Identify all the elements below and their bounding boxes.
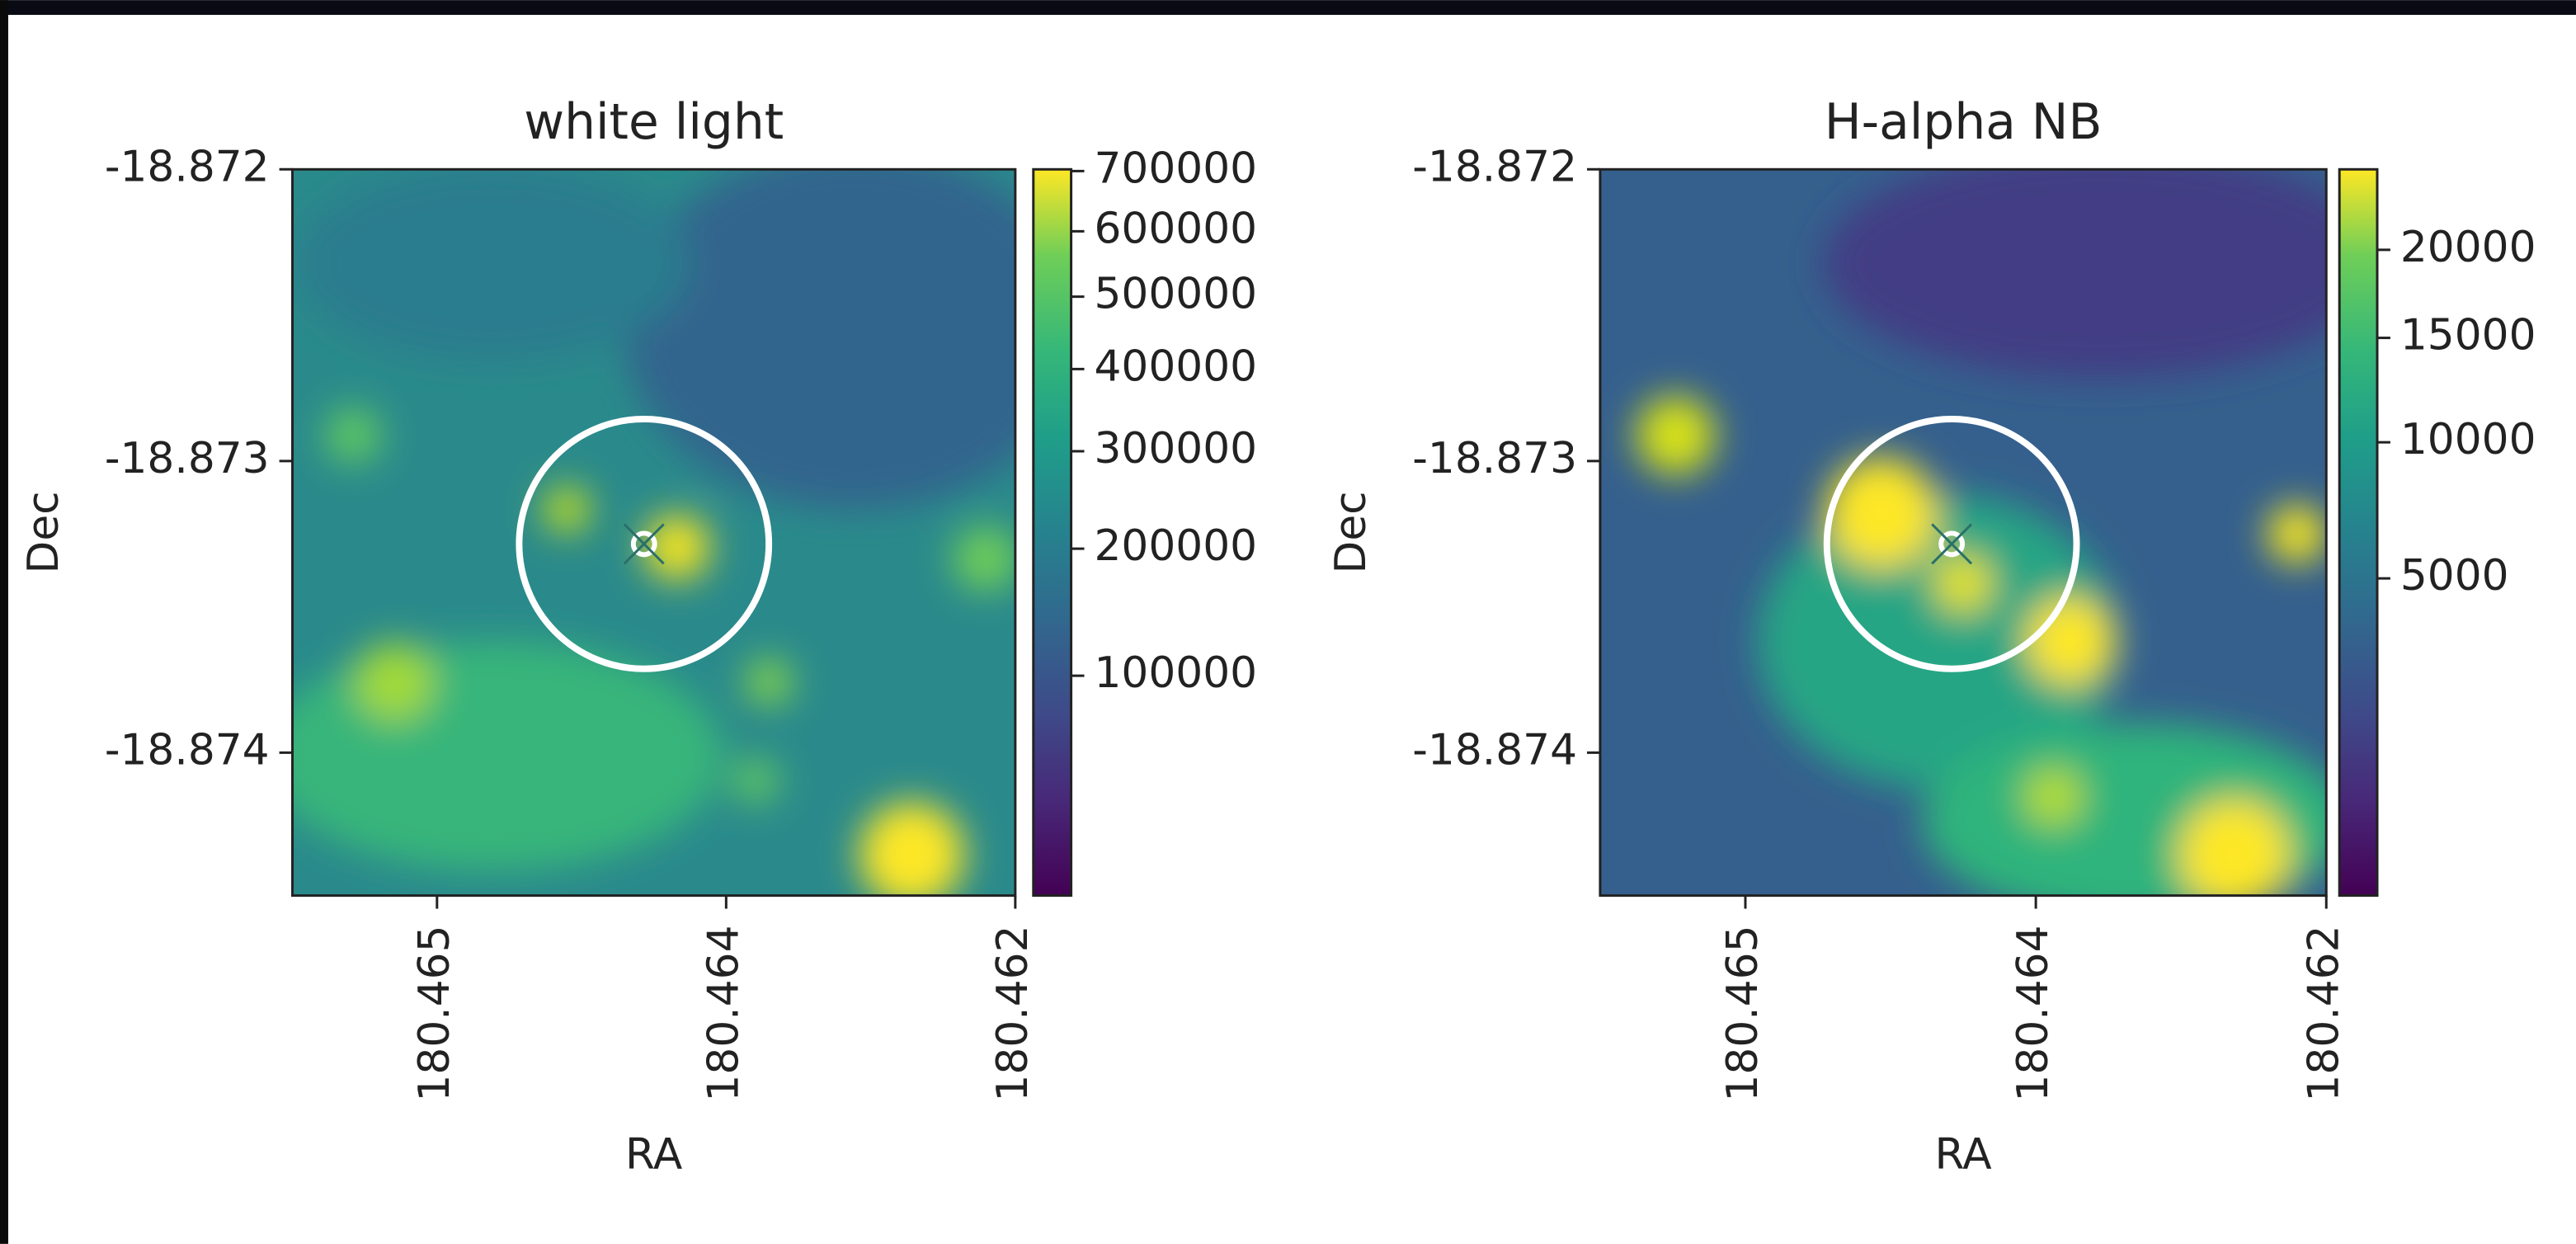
colorbar-tick-label: 10000 [2400, 415, 2536, 464]
colorbar [2338, 167, 2379, 898]
y-tick-label: -18.872 [1412, 142, 1577, 191]
y-label: Dec [19, 491, 68, 573]
title: white light [524, 94, 784, 151]
colorbar-tick-label: 300000 [1094, 424, 1257, 474]
y-tick-label: -18.872 [105, 142, 270, 191]
colorbar-tick-label: 600000 [1094, 204, 1257, 253]
y-tick-label: -18.874 [1412, 725, 1577, 775]
axes-frame [1599, 167, 2328, 898]
x-tick-label: 180.465 [410, 925, 459, 1101]
y-label: Dec [1326, 491, 1376, 573]
axes-frame [291, 167, 1017, 898]
image-white-light [292, 169, 1015, 896]
colorbar-tick-label: 200000 [1094, 521, 1257, 571]
y-tick-label: -18.874 [105, 725, 270, 775]
image-h-alpha [1599, 169, 2327, 896]
x-tick-label: 180.464 [699, 925, 748, 1101]
colorbar-tick-label: 15000 [2400, 311, 2536, 360]
x-tick-label: 180.462 [988, 925, 1038, 1101]
apertures [516, 416, 2080, 672]
colorbar-tick-label: 5000 [2400, 551, 2509, 601]
x-tick-label: 180.464 [2009, 925, 2058, 1101]
colorbar-tick-label: 400000 [1094, 342, 1257, 391]
left-edge [0, 0, 8, 1244]
x-tick-label: 180.465 [1718, 925, 1768, 1101]
colorbar [1032, 167, 1073, 898]
colorbar-tick-label: 20000 [2400, 223, 2536, 272]
x-label: RA [625, 1129, 682, 1179]
colorbar-tick-label: 100000 [1094, 648, 1257, 698]
colorbar-tick-label: 500000 [1094, 270, 1257, 319]
title: H-alpha NB [1825, 94, 2103, 151]
x-label: RA [1934, 1129, 1991, 1179]
top-strip [0, 0, 2576, 16]
x-tick-label: 180.462 [2299, 925, 2348, 1101]
cross-marks [623, 523, 1973, 565]
y-tick-label: -18.873 [1412, 434, 1577, 483]
y-tick-label: -18.873 [105, 434, 270, 483]
colorbar-tick-label: 700000 [1094, 144, 1257, 193]
